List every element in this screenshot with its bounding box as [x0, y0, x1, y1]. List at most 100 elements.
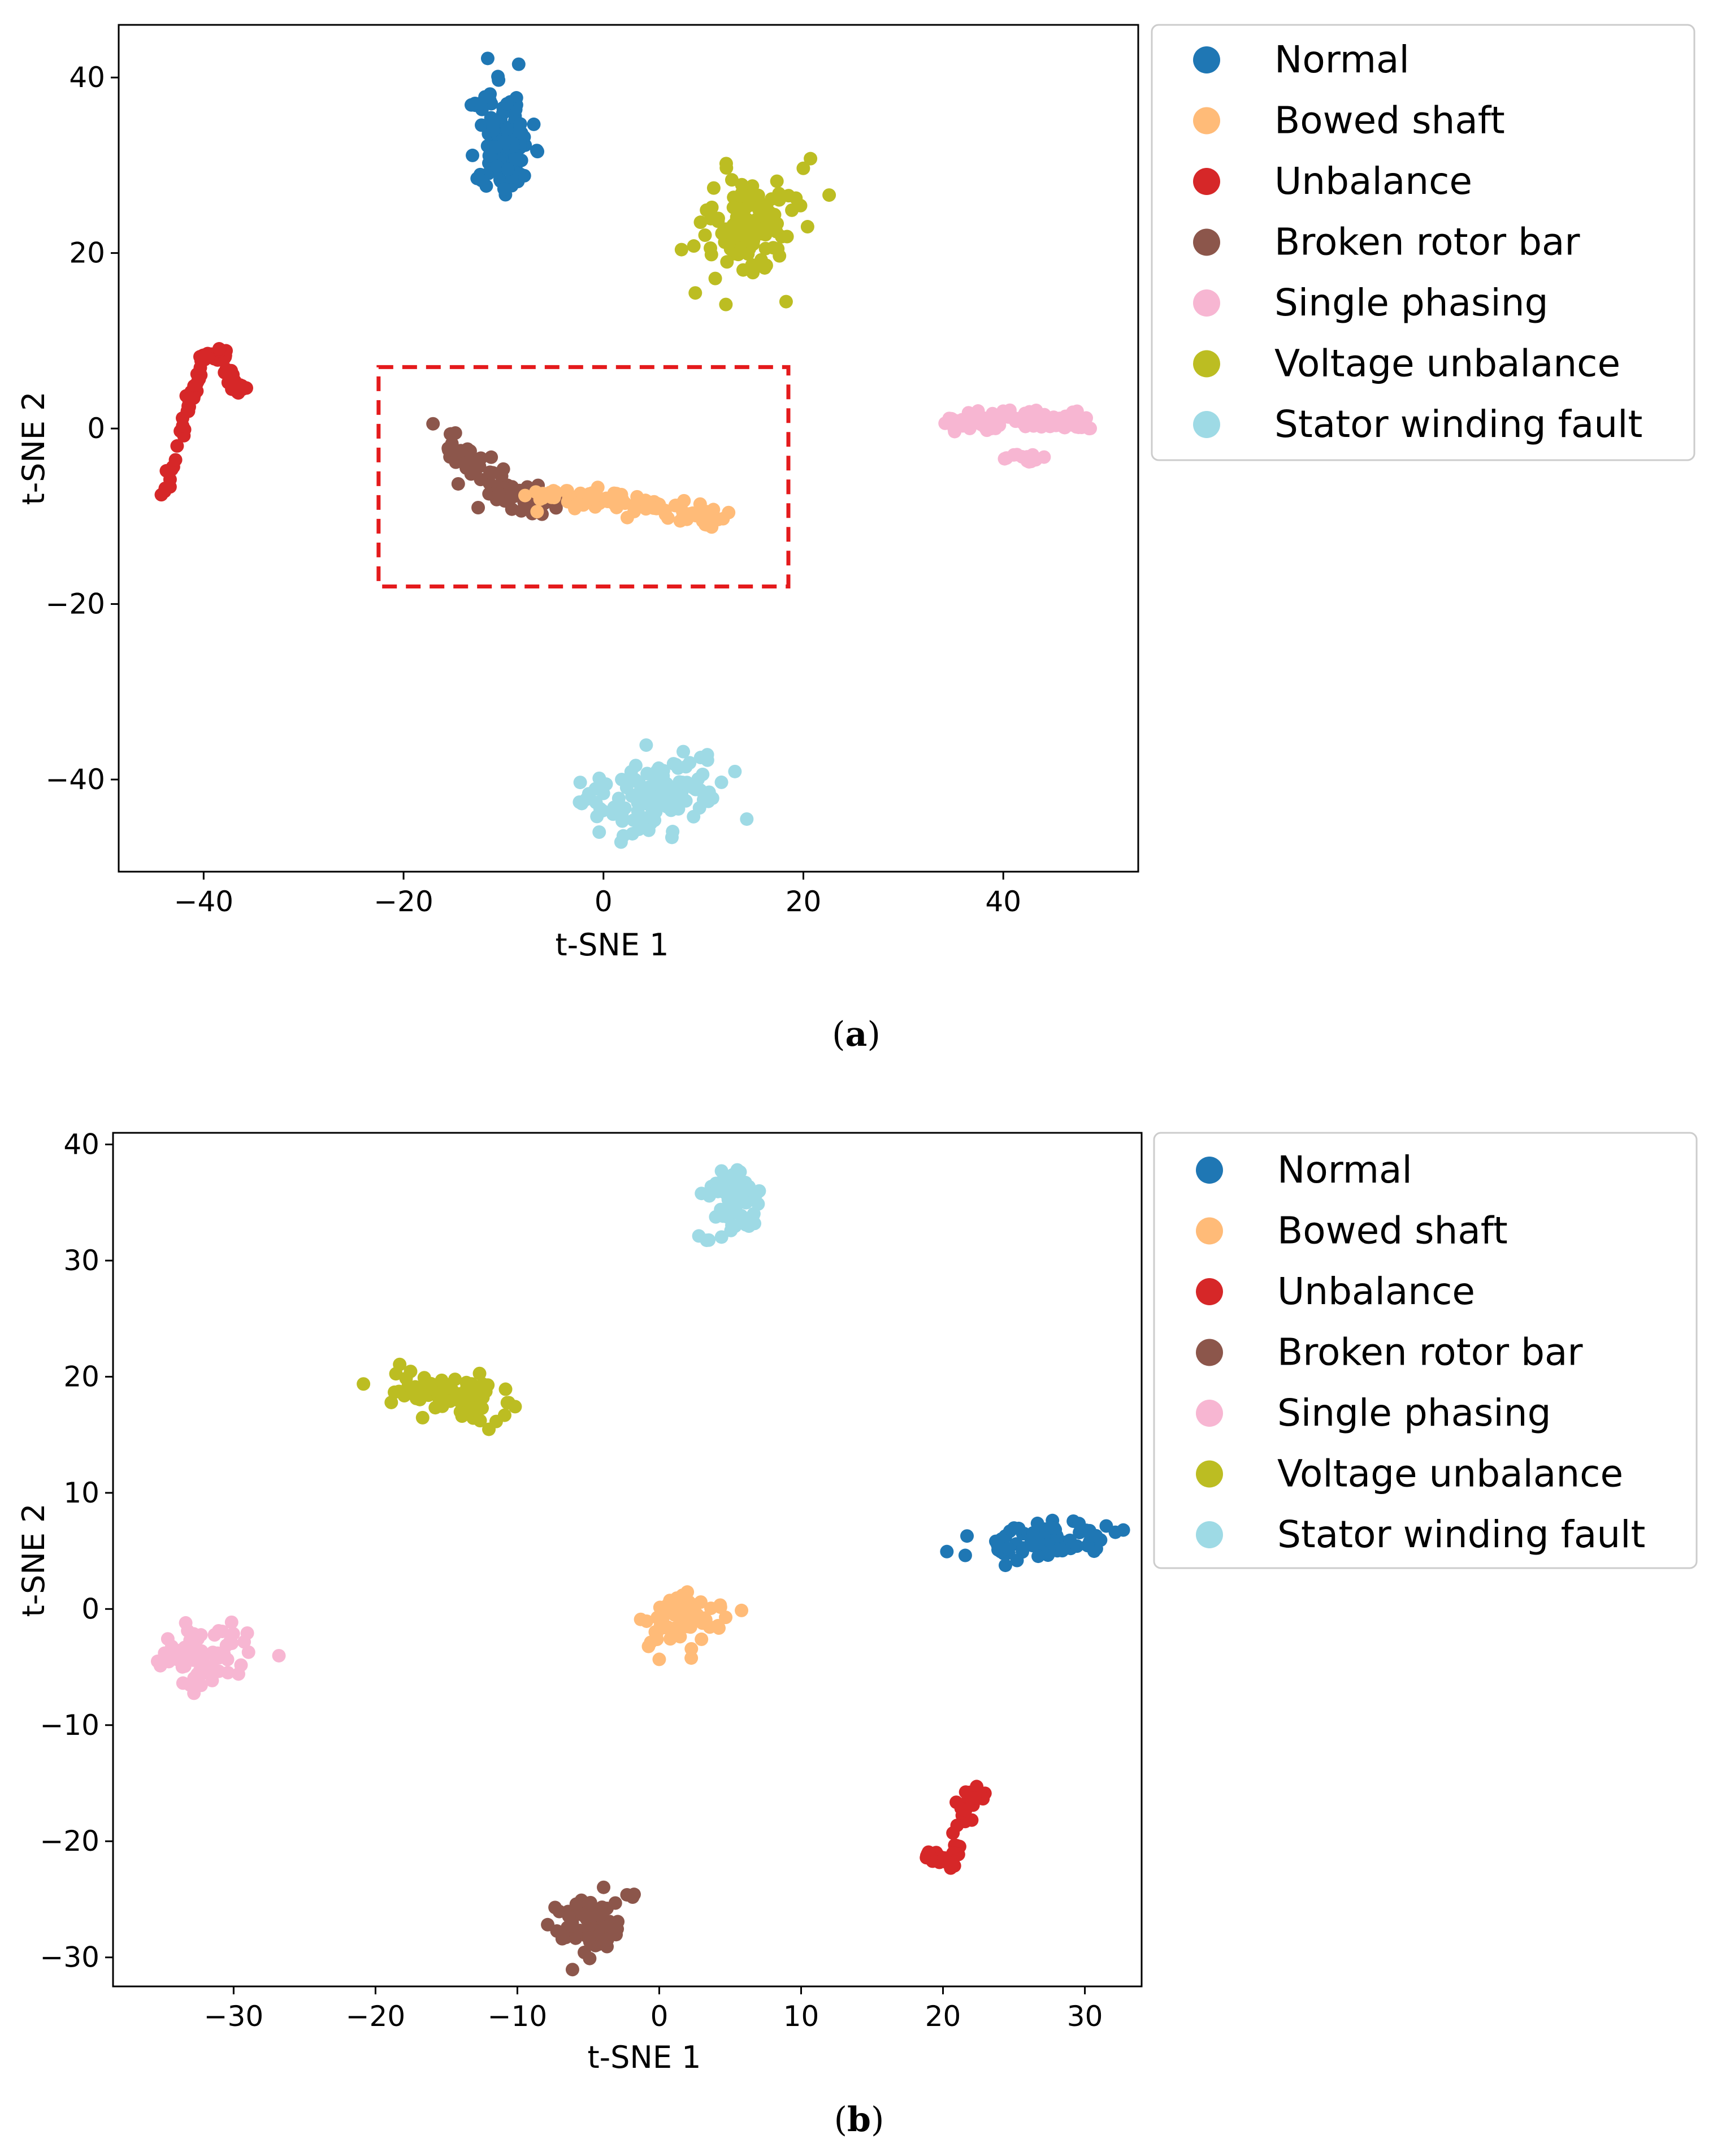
legend-label: Voltage unbalance: [1277, 1452, 1623, 1496]
scatter-point: [714, 1230, 728, 1244]
scatter-point: [497, 182, 511, 196]
ticks-a: −40 −20 0 20 40 −40 −20 0 20 40: [45, 61, 1021, 918]
scatter-point: [665, 830, 679, 845]
scatter-point: [597, 1880, 611, 1894]
scatter-point: [1018, 419, 1033, 434]
scatter-point: [471, 1400, 485, 1414]
legend-label: Stator winding fault: [1277, 1513, 1645, 1556]
y-tick-label: 0: [87, 412, 105, 445]
scatter-point: [628, 773, 642, 787]
cluster-single-phasing: [938, 403, 1098, 439]
scatter-point: [389, 1367, 403, 1381]
scatter-point: [585, 1908, 599, 1922]
scatter-point: [508, 1400, 522, 1414]
scatter-point: [958, 1548, 972, 1562]
scatter-point: [740, 812, 754, 826]
scatter-point: [479, 1384, 493, 1399]
caption-letter-b: b: [847, 2100, 871, 2140]
scatter-point: [746, 1208, 760, 1222]
scatter-point: [945, 1856, 959, 1871]
scatter-point: [550, 1924, 564, 1938]
scatter-point: [518, 488, 532, 503]
scatter-point: [724, 1223, 738, 1237]
caption-letter-a: a: [845, 1015, 868, 1054]
scatter-point: [511, 57, 526, 71]
scatter-point: [700, 203, 714, 217]
scatter-point: [399, 1371, 413, 1386]
scatter-points-a: [154, 51, 1098, 849]
y-tick-label: 40: [69, 61, 105, 94]
scatter-point: [489, 1414, 503, 1428]
scatter-point: [700, 1233, 714, 1248]
scatter-point: [531, 145, 545, 159]
scatter-point: [652, 1652, 666, 1666]
scatter-point: [711, 1184, 725, 1198]
legend-marker: [1196, 1217, 1223, 1245]
legend-marker: [1193, 289, 1220, 317]
scatter-point: [700, 753, 714, 767]
scatter-point: [170, 439, 184, 453]
scatter-point: [183, 1678, 197, 1692]
scatter-point: [679, 777, 693, 791]
scatter-point: [705, 504, 719, 518]
scatter-point: [612, 791, 626, 806]
scatter-point: [588, 782, 602, 796]
scatter-point: [693, 215, 708, 230]
scatter-point: [714, 1164, 728, 1178]
scatter-point: [492, 487, 506, 501]
scatter-point: [569, 1897, 583, 1911]
scatter-point: [789, 191, 803, 205]
scatter-point: [190, 374, 205, 388]
scatter-point: [413, 1392, 427, 1406]
x-axis-label-a: t-SNE 1: [556, 927, 669, 963]
scatter-point: [949, 414, 963, 428]
x-tick-label: −20: [374, 885, 433, 918]
scatter-point: [620, 1887, 634, 1902]
scatter-point: [491, 70, 505, 84]
scatter-point: [443, 427, 457, 441]
scatter-point: [168, 453, 183, 467]
x-tick-label: −20: [346, 2000, 406, 2033]
scatter-point: [473, 1414, 487, 1428]
cluster-bowed-shaft: [634, 1585, 749, 1666]
scatter-point: [649, 1627, 663, 1642]
scatter-point: [628, 759, 643, 773]
scatter-point: [800, 220, 814, 234]
y-tick-label: 20: [69, 237, 105, 270]
scatter-point: [498, 134, 512, 148]
scatter-point: [179, 1651, 193, 1665]
caption-a: (a): [832, 1015, 881, 1054]
legend-marker: [1193, 168, 1220, 195]
scatter-point: [549, 501, 563, 515]
x-tick-label: 40: [985, 885, 1021, 918]
scatter-point: [779, 295, 793, 309]
scatter-point: [991, 1539, 1005, 1553]
scatter-point: [616, 829, 630, 843]
scatter-point: [1055, 1544, 1069, 1558]
scatter-point: [663, 1632, 678, 1646]
scatter-point: [796, 161, 810, 175]
scatter-point: [743, 198, 757, 213]
scatter-point: [454, 444, 468, 458]
scatter-point: [1043, 419, 1057, 434]
scatter-point: [161, 1632, 175, 1646]
scatter-point: [1058, 415, 1072, 430]
scatter-point: [640, 1614, 654, 1628]
scatter-point: [940, 1544, 954, 1558]
scatter-point: [471, 500, 485, 514]
scatter-point: [466, 465, 480, 479]
cluster-stator-winding-fault: [692, 1163, 766, 1248]
scatter-point: [650, 777, 664, 791]
scatter-point: [739, 230, 753, 244]
legend-marker: [1193, 411, 1220, 438]
scatter-point: [719, 297, 733, 311]
scatter-point: [159, 464, 174, 478]
cluster-normal: [940, 1513, 1130, 1573]
legend-label: Single phasing: [1277, 1391, 1551, 1435]
scatter-point: [482, 487, 496, 501]
legend-label: Normal: [1274, 38, 1410, 81]
scatter-point: [631, 786, 645, 800]
legend-marker: [1196, 1521, 1223, 1548]
scatter-point: [435, 1388, 449, 1402]
scatter-point: [573, 776, 587, 790]
